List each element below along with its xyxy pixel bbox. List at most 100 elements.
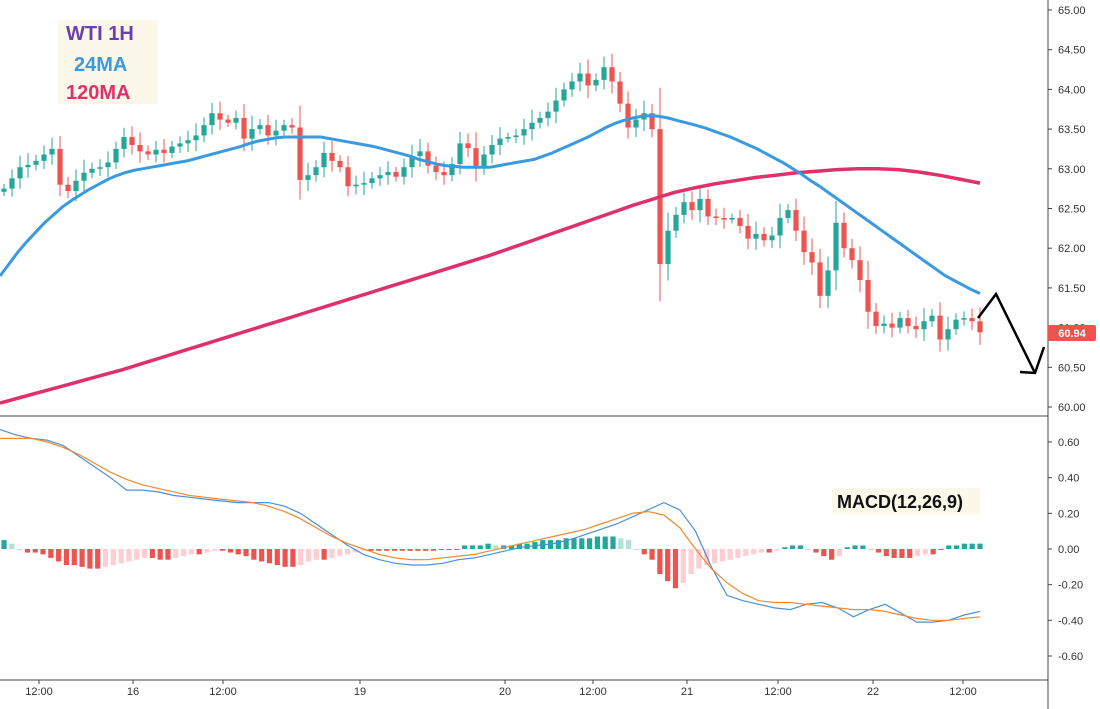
candle-body: [369, 178, 375, 184]
macd-hist-bar: [516, 543, 522, 549]
candle-body: [833, 222, 839, 271]
macd-hist-bar: [17, 549, 23, 550]
macd-hist-bar: [290, 549, 296, 567]
macd-hist-bar: [719, 549, 725, 562]
time-tick-label: 12:00: [949, 686, 977, 698]
macd-hist-bar: [797, 545, 804, 549]
macd-hist-bar: [157, 549, 163, 560]
legend-ma24: 24MA: [74, 54, 127, 76]
candle-body: [441, 171, 447, 176]
macd-hist-bar: [930, 549, 936, 555]
candle-body: [753, 233, 759, 239]
macd-hist-bar: [961, 543, 967, 549]
macd-hist-bar: [196, 549, 202, 555]
macd-hist-bar: [571, 538, 577, 549]
price-tick-label: 60.00: [1058, 402, 1086, 414]
macd-hist-bar: [485, 543, 491, 549]
macd-hist-bar: [766, 549, 772, 553]
macd-hist-bar: [875, 549, 882, 553]
candle-body: [889, 323, 895, 328]
candle-body: [473, 148, 479, 168]
candle-body: [961, 318, 967, 320]
macd-hist-bar: [922, 549, 928, 555]
macd-hist-bar: [407, 549, 413, 551]
macd-hist-bar: [649, 549, 655, 560]
candle-body: [321, 152, 327, 168]
candle-body: [353, 184, 359, 187]
macd-hist-bar: [883, 549, 889, 557]
macd-hist-bar: [9, 543, 15, 549]
macd-hist-bar: [665, 549, 671, 582]
macd-histogram: [1, 536, 983, 589]
macd-hist-bar: [454, 549, 460, 550]
time-tick-label: 20: [499, 686, 511, 698]
candle-body: [161, 149, 167, 153]
macd-label-bg: [832, 488, 980, 514]
last-price-tag: 60.94: [1048, 325, 1096, 341]
macd-hist-bar: [579, 538, 585, 549]
macd-hist-bar: [56, 549, 62, 562]
candle-body: [977, 321, 983, 333]
legend-ma120: 120MA: [66, 82, 130, 104]
candle-body: [377, 175, 383, 179]
macd-hist-bar: [337, 549, 343, 557]
candle-body: [193, 135, 199, 141]
macd-tick-label: 0.00: [1058, 544, 1079, 556]
candle-body: [1, 188, 7, 192]
signal-line: [0, 437, 981, 621]
candle-body: [625, 103, 631, 128]
macd-tick-label: 0.60: [1058, 437, 1079, 449]
price-tick-label: 64.00: [1058, 84, 1086, 96]
macd-hist-bar: [688, 549, 694, 574]
candle-body: [505, 137, 511, 139]
candle-body: [417, 151, 423, 157]
macd-hist-bar: [813, 549, 819, 553]
macd-hist-bar: [829, 549, 835, 560]
macd-hist-bar: [95, 549, 101, 569]
macd-hist-bar: [469, 545, 476, 549]
ma24-line: [0, 114, 981, 295]
macd-hist-bar: [118, 549, 124, 564]
price-tick-label: 65.00: [1058, 5, 1086, 17]
candle-body: [609, 67, 615, 82]
macd-hist-bar: [352, 549, 358, 553]
candle-body: [601, 67, 607, 80]
macd-hist-bar: [774, 549, 780, 551]
candle-body: [769, 235, 775, 241]
candle-body: [921, 321, 927, 330]
macd-hist-bar: [547, 540, 554, 549]
macd-hist-bar: [508, 545, 515, 549]
macd-hist-bar: [415, 549, 421, 551]
candle-body: [49, 148, 55, 155]
candle-body: [865, 279, 871, 312]
candle-body: [169, 146, 175, 153]
macd-hist-bar: [376, 549, 382, 551]
candle-body: [401, 167, 407, 177]
macd-hist-bar: [743, 549, 749, 557]
candle-body: [705, 198, 711, 217]
candle-body: [209, 113, 215, 126]
candle-body: [545, 111, 551, 118]
macd-axis: 0.60 0.40 0.20 0.00 -0.20 -0.40 -0.60: [1048, 437, 1083, 663]
candle-body: [729, 218, 735, 220]
candle-body: [265, 125, 271, 136]
candle-body: [289, 125, 295, 128]
macd-tick-label: -0.60: [1058, 651, 1083, 663]
candle-body: [913, 326, 919, 330]
candle-body: [585, 73, 591, 86]
candle-body: [801, 230, 807, 253]
time-tick-label: 22: [867, 686, 879, 698]
macd-hist-bar: [79, 549, 85, 567]
macd-hist-bar: [868, 549, 874, 550]
macd-hist-bar: [438, 549, 444, 550]
macd-hist-bar: [969, 543, 975, 549]
candle-body: [465, 143, 471, 149]
macd-hist-bar: [633, 549, 640, 550]
candle-body: [841, 222, 847, 249]
macd-hist-bar: [1, 540, 7, 549]
price-tick-label: 63.50: [1058, 124, 1086, 136]
candle-body: [649, 113, 655, 130]
candle-body: [33, 160, 39, 165]
macd-hist-bar: [423, 549, 429, 551]
